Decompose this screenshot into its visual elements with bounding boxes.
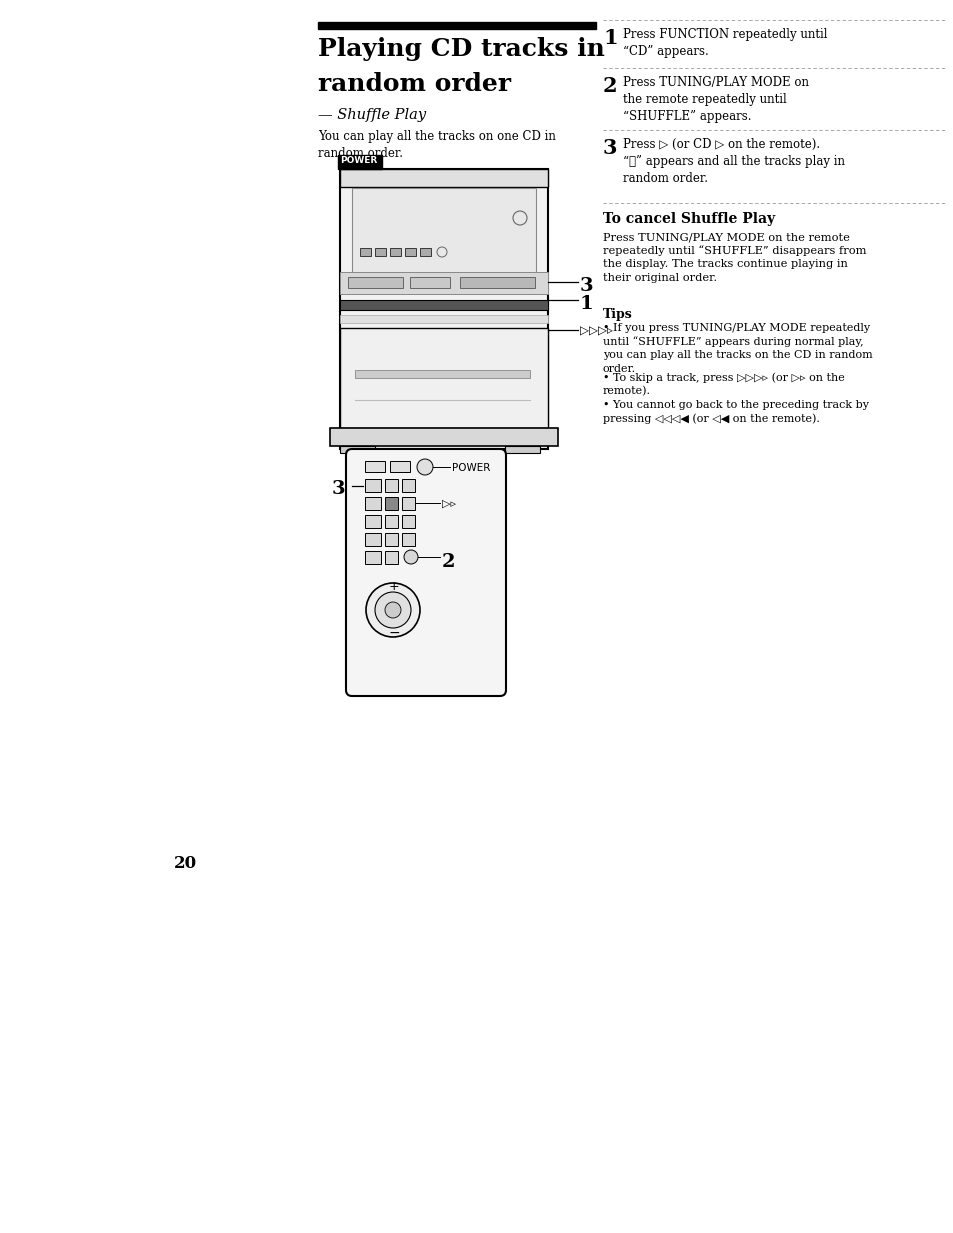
Text: 1: 1: [579, 295, 593, 313]
Circle shape: [366, 583, 419, 637]
Bar: [365, 461, 385, 472]
Text: 2: 2: [441, 552, 455, 571]
Bar: [365, 533, 380, 546]
Bar: [385, 497, 397, 510]
Bar: [385, 551, 397, 563]
Text: 3: 3: [579, 277, 593, 295]
Text: Press TUNING/PLAY MODE on the remote
repeatedly until “SHUFFLE” disappears from
: Press TUNING/PLAY MODE on the remote rep…: [602, 232, 865, 282]
Text: • If you press TUNING/PLAY MODE repeatedly
until “SHUFFLE” appears during normal: • If you press TUNING/PLAY MODE repeated…: [602, 323, 872, 374]
Text: — Shuffle Play: — Shuffle Play: [317, 109, 426, 122]
Bar: [459, 277, 535, 289]
Bar: [337, 155, 381, 169]
Text: POWER: POWER: [452, 464, 490, 473]
Text: 3: 3: [602, 138, 617, 158]
Bar: [401, 515, 415, 528]
Text: 20: 20: [173, 854, 197, 872]
Text: You can play all the tracks on one CD in
random order.: You can play all the tracks on one CD in…: [317, 129, 556, 160]
Circle shape: [403, 550, 417, 563]
Bar: [339, 328, 547, 428]
Bar: [352, 187, 536, 277]
Bar: [401, 497, 415, 510]
Text: random order: random order: [317, 72, 511, 96]
Bar: [390, 248, 400, 256]
Bar: [339, 169, 547, 187]
Bar: [405, 248, 416, 256]
Circle shape: [375, 592, 411, 628]
Bar: [390, 461, 410, 472]
Bar: [401, 478, 415, 492]
Bar: [365, 497, 380, 510]
Text: Press FUNCTION repeatedly until
“CD” appears.: Press FUNCTION repeatedly until “CD” app…: [622, 28, 826, 58]
Bar: [365, 478, 380, 492]
Text: 3: 3: [332, 480, 345, 498]
Bar: [317, 22, 596, 30]
Text: 2: 2: [602, 76, 617, 96]
Text: −: −: [389, 626, 400, 640]
Bar: [348, 277, 402, 289]
Bar: [410, 277, 450, 289]
Text: Press ▷ (or CD ▷ on the remote).
“⎙” appears and all the tracks play in
random o: Press ▷ (or CD ▷ on the remote). “⎙” app…: [622, 138, 844, 185]
Text: • To skip a track, press ▷▷▷▹ (or ▷▹ on the
remote).: • To skip a track, press ▷▷▷▹ (or ▷▹ on …: [602, 372, 843, 396]
Bar: [385, 515, 397, 528]
Bar: [504, 446, 539, 453]
Text: ▷▹: ▷▹: [441, 499, 456, 509]
Bar: [339, 446, 375, 453]
Text: ▷▷▷▹: ▷▷▷▹: [579, 326, 612, 338]
Text: +: +: [389, 580, 399, 593]
Bar: [385, 533, 397, 546]
Text: POWER: POWER: [339, 157, 376, 165]
Text: Playing CD tracks in: Playing CD tracks in: [317, 37, 604, 60]
Text: 1: 1: [602, 28, 617, 48]
Bar: [385, 478, 397, 492]
Bar: [355, 370, 530, 379]
Bar: [339, 169, 547, 449]
FancyBboxPatch shape: [346, 449, 505, 695]
Bar: [365, 515, 380, 528]
Circle shape: [385, 602, 400, 618]
Text: Tips: Tips: [602, 308, 632, 321]
Bar: [359, 248, 371, 256]
Circle shape: [416, 459, 433, 475]
Bar: [339, 314, 547, 323]
Bar: [401, 533, 415, 546]
Bar: [365, 551, 380, 563]
Text: To cancel Shuffle Play: To cancel Shuffle Play: [602, 212, 775, 226]
Bar: [375, 248, 386, 256]
Bar: [419, 248, 431, 256]
Text: • You cannot go back to the preceding track by
pressing ◁◁◁◀ (or ◁◀ on the remot: • You cannot go back to the preceding tr…: [602, 399, 868, 424]
Bar: [339, 300, 547, 309]
Bar: [339, 272, 547, 293]
Bar: [330, 428, 558, 446]
Text: Press TUNING/PLAY MODE on
the remote repeatedly until
“SHUFFLE” appears.: Press TUNING/PLAY MODE on the remote rep…: [622, 76, 808, 123]
